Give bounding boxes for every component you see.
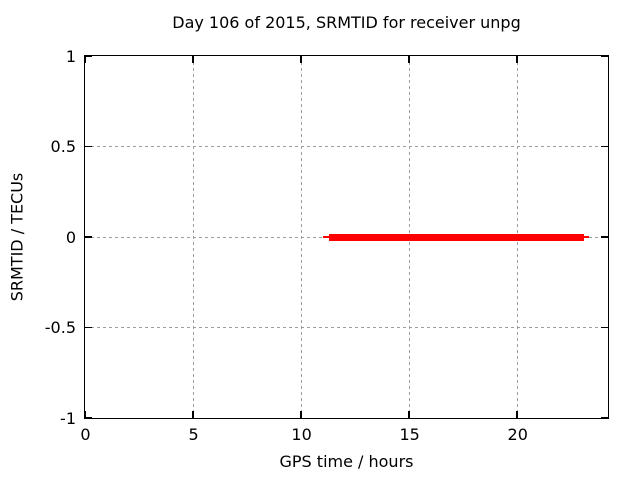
x-tick-mark [408, 56, 410, 63]
y-tick-mark [601, 326, 608, 329]
y-tick-label: 0.5 [50, 137, 76, 156]
y-tick-mark [601, 236, 608, 238]
x-tick-mark [300, 56, 302, 63]
y-tick-mark [85, 236, 92, 238]
y-gridline [85, 327, 608, 328]
x-axis-label: GPS time / hours [279, 452, 414, 471]
x-tick-mark [192, 56, 194, 63]
plot-area [84, 55, 609, 419]
x-tick-mark [516, 411, 518, 418]
x-tick-mark [192, 411, 194, 418]
x-tick-mark [516, 56, 518, 63]
x-tick-mark [84, 411, 86, 418]
x-tick-mark [84, 56, 86, 63]
y-tick-mark [601, 145, 608, 148]
chart-title: Day 106 of 2015, SRMTID for receiver unp… [172, 13, 521, 32]
y-tick-mark [85, 326, 92, 329]
x-tick-mark [408, 411, 410, 418]
y-tick-label: 0 [65, 227, 76, 247]
y-tick-mark [601, 55, 608, 57]
series-line-segment [329, 233, 584, 241]
x-tick-label: 10 [291, 425, 312, 444]
y-tick-label: -1 [60, 408, 76, 428]
x-tick-label: 15 [399, 425, 420, 444]
y-tick-label: -0.5 [44, 318, 76, 337]
y-tick-mark [85, 55, 92, 57]
x-tick-label: 5 [188, 425, 199, 444]
y-tick-label: 1 [65, 46, 76, 66]
y-tick-mark [85, 417, 92, 419]
y-gridline [85, 146, 608, 147]
x-tick-label: 0 [80, 425, 91, 444]
y-tick-mark [601, 417, 608, 419]
y-tick-mark [85, 145, 92, 148]
x-tick-mark [300, 411, 302, 418]
x-tick-label: 20 [507, 425, 528, 444]
